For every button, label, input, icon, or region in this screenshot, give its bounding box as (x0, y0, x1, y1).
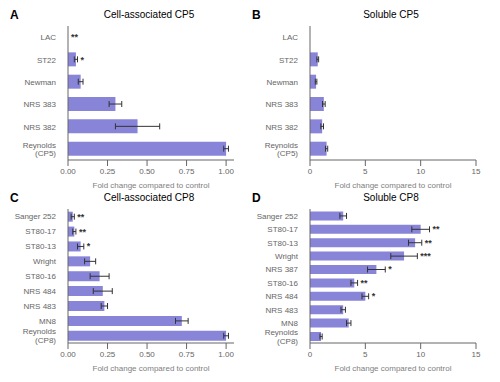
html-text:D: D (252, 191, 261, 205)
svg-text:0.25: 0.25 (100, 350, 116, 359)
svg-text:ST80-13: ST80-13 (267, 239, 298, 248)
svg-text:0.50: 0.50 (139, 167, 155, 176)
svg-text:10: 10 (416, 350, 425, 359)
html-text:C: C (10, 191, 19, 205)
svg-text:Fold change compared to contro: Fold change compared to control (335, 364, 452, 373)
svg-text:ST80-16: ST80-16 (267, 279, 298, 288)
svg-text:1.00: 1.00 (218, 167, 234, 176)
svg-text:0.75: 0.75 (179, 167, 195, 176)
svg-text:**: ** (77, 212, 85, 222)
svg-text:15: 15 (472, 350, 481, 359)
svg-text:NRS 484: NRS 484 (24, 287, 57, 296)
svg-text:**: ** (425, 238, 433, 248)
svg-text:*: * (80, 55, 84, 65)
svg-text:0: 0 (308, 167, 313, 176)
svg-text:*: * (87, 241, 91, 251)
svg-text:15: 15 (472, 167, 481, 176)
svg-text:1.00: 1.00 (218, 350, 234, 359)
svg-text:Wright: Wright (33, 257, 57, 266)
svg-text:5: 5 (363, 167, 368, 176)
svg-text:**: ** (71, 32, 79, 42)
svg-text:NRS 387: NRS 387 (266, 265, 299, 274)
html-text:Soluble CP8: Soluble CP8 (363, 192, 419, 203)
html-text:A: A (10, 8, 19, 22)
html-text:B: B (252, 8, 261, 22)
svg-text:Reynolds(CP5): Reynolds(CP5) (23, 141, 57, 159)
svg-text:Reynolds(CP8): Reynolds(CP8) (265, 328, 299, 346)
svg-text:0.25: 0.25 (100, 167, 116, 176)
svg-text:0.00: 0.00 (60, 167, 76, 176)
svg-text:NRS 483: NRS 483 (24, 302, 57, 311)
svg-text:NRS 383: NRS 383 (24, 100, 57, 109)
svg-text:**: ** (361, 278, 369, 288)
svg-text:Sanger 252: Sanger 252 (15, 212, 57, 221)
svg-text:Fold change compared to contro: Fold change compared to control (335, 181, 452, 190)
svg-text:*: * (388, 264, 392, 274)
svg-text:NRS 483: NRS 483 (266, 306, 299, 315)
svg-text:Reynolds(CP5): Reynolds(CP5) (265, 141, 299, 159)
svg-text:LAC: LAC (282, 33, 298, 42)
svg-text:Newman: Newman (24, 78, 56, 87)
html-text:Cell-associated CP8: Cell-associated CP8 (103, 192, 195, 203)
svg-text:LAC: LAC (40, 33, 56, 42)
svg-text:10: 10 (416, 167, 425, 176)
svg-text:MN8: MN8 (39, 317, 56, 326)
svg-text:Newman: Newman (266, 78, 298, 87)
svg-text:Fold change compared to contro: Fold change compared to control (93, 364, 210, 373)
svg-text:ST80-13: ST80-13 (25, 242, 56, 251)
svg-text:Sanger 252: Sanger 252 (257, 212, 299, 221)
svg-text:5: 5 (363, 350, 368, 359)
svg-text:**: ** (433, 224, 441, 234)
html-text:Soluble CP5: Soluble CP5 (363, 9, 419, 20)
svg-text:*: * (372, 291, 376, 301)
svg-text:ST80-16: ST80-16 (25, 272, 56, 281)
svg-text:0: 0 (308, 350, 313, 359)
svg-text:**: ** (79, 227, 87, 237)
svg-text:NRS 382: NRS 382 (24, 123, 57, 132)
svg-text:NRS 382: NRS 382 (266, 123, 299, 132)
svg-text:0.75: 0.75 (179, 350, 195, 359)
svg-text:NRS 383: NRS 383 (266, 100, 299, 109)
svg-text:ST22: ST22 (37, 56, 57, 65)
svg-text:0.00: 0.00 (60, 350, 76, 359)
svg-text:MN8: MN8 (281, 319, 298, 328)
svg-text:Wright: Wright (275, 252, 299, 261)
svg-text:0.50: 0.50 (139, 350, 155, 359)
svg-text:ST22: ST22 (279, 56, 299, 65)
svg-text:ST80-17: ST80-17 (25, 227, 56, 236)
svg-text:***: *** (420, 251, 431, 261)
svg-text:Fold change compared to contro: Fold change compared to control (93, 181, 210, 190)
svg-text:NRS 484: NRS 484 (266, 292, 299, 301)
svg-text:Reynolds(CP8): Reynolds(CP8) (23, 327, 57, 345)
html-text:Cell-associated CP5: Cell-associated CP5 (103, 9, 195, 20)
svg-text:ST80-17: ST80-17 (267, 225, 298, 234)
